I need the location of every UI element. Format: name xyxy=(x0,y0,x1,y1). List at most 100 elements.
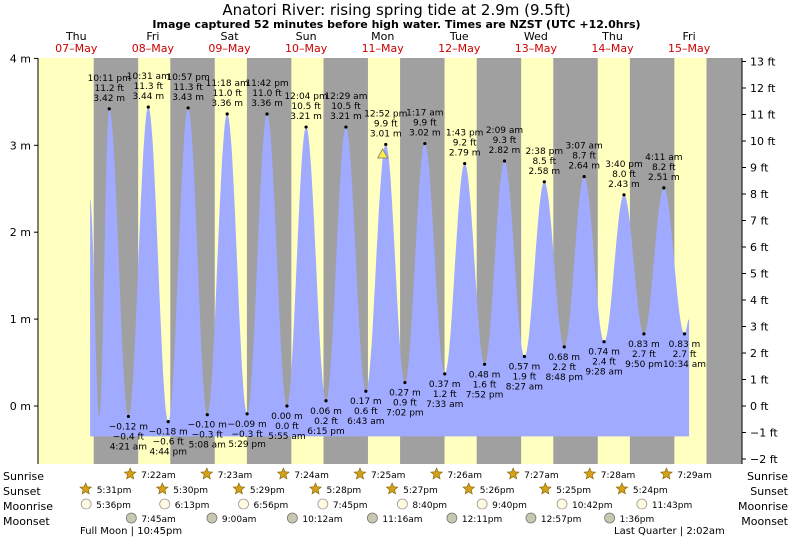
high-tide-ft: 8.5 ft xyxy=(532,157,556,167)
high-tide-time: 12:04 pm xyxy=(284,92,327,102)
tide-extreme-marker xyxy=(562,345,566,349)
moonrise-time: 6:56pm xyxy=(254,501,289,511)
moonset-icon xyxy=(366,512,378,524)
moonrise-time: 7:45pm xyxy=(333,501,368,511)
day-label-date: 08–May xyxy=(132,42,175,55)
high-tide-time: 11:18 am xyxy=(206,79,249,89)
sunset-time: 5:30pm xyxy=(173,486,208,496)
low-tide-m: 0.17 m xyxy=(350,397,382,407)
tide-extreme-marker xyxy=(324,399,328,403)
high-tide-m: 3.01 m xyxy=(370,129,402,139)
high-tide-m: 3.36 m xyxy=(251,99,283,109)
tide-extreme-marker xyxy=(285,404,289,408)
moonset-icon xyxy=(446,512,458,524)
day-label-dow: Wed xyxy=(524,30,548,43)
low-tide-ft: −0.3 ft xyxy=(231,430,263,440)
day-label-dow: Thu xyxy=(65,30,87,43)
high-tide-m: 3.42 m xyxy=(93,94,125,104)
tide-extreme-marker xyxy=(146,105,150,109)
tide-extreme-marker xyxy=(443,372,447,376)
high-tide-m: 3.21 m xyxy=(330,112,362,122)
page-subtitle: Image captured 52 minutes before high wa… xyxy=(152,18,641,31)
row-label-sunset-right: Sunset xyxy=(750,485,788,498)
high-tide-time: 10:31 am xyxy=(127,72,170,82)
low-tide-m: 0.83 m xyxy=(669,340,701,350)
low-tide-ft: 1.6 ft xyxy=(473,380,497,390)
low-tide-ft: 2.7 ft xyxy=(673,350,697,360)
low-tide-m: 0.00 m xyxy=(271,412,303,422)
high-tide-m: 2.43 m xyxy=(608,180,640,190)
row-label-sunrise-left: Sunrise xyxy=(3,470,45,483)
low-tide-ft: 0.2 ft xyxy=(314,417,338,427)
sunrise-time: 7:29am xyxy=(677,471,712,481)
low-tide-time: 8:48 pm xyxy=(545,373,583,383)
low-tide-m: 0.37 m xyxy=(429,380,461,390)
tide-extreme-marker xyxy=(344,125,348,129)
moonrise-time: 11:43pm xyxy=(652,501,692,511)
right-tick-label: 9 ft xyxy=(750,162,769,175)
page-title: Anatori River: rising spring tide at 2.9… xyxy=(222,1,571,19)
left-tick-label: 1 m xyxy=(10,313,31,326)
moonrise-icon xyxy=(238,498,249,510)
row-label-moonset-left: Moonset xyxy=(3,515,50,528)
sunrise-time: 7:25am xyxy=(371,471,406,481)
high-tide-time: 3:40 pm xyxy=(605,160,643,170)
high-tide-ft: 9.9 ft xyxy=(374,119,398,129)
left-tick-label: 3 m xyxy=(10,139,31,152)
moonrise-icon xyxy=(159,498,171,510)
tide-extreme-marker xyxy=(463,161,467,166)
day-label-date: 13–May xyxy=(515,42,558,55)
tide-extreme-marker xyxy=(265,112,269,116)
row-label-moonrise-right: Moonrise xyxy=(738,500,788,513)
low-tide-m: 0.06 m xyxy=(310,407,342,417)
right-tick-label: 8 ft xyxy=(750,188,769,201)
low-tide-time: 4:21 am xyxy=(110,442,147,452)
moonset-icon xyxy=(525,512,537,524)
day-label-dow: Sat xyxy=(220,30,239,43)
low-tide-time: 5:08 am xyxy=(189,441,226,451)
tide-extreme-marker xyxy=(682,332,687,336)
high-tide-time: 12:52 pm xyxy=(364,109,407,119)
low-tide-time: 7:33 am xyxy=(426,400,463,410)
high-tide-ft: 11.0 ft xyxy=(252,89,282,99)
day-label-date: 14–May xyxy=(591,42,634,55)
moonrise-icon xyxy=(636,498,648,510)
sun-icon xyxy=(155,482,169,495)
low-tide-ft: 0.9 ft xyxy=(393,399,417,409)
tide-extreme-marker xyxy=(186,106,190,110)
sun-icon xyxy=(430,467,444,480)
sun-icon xyxy=(123,467,137,480)
moonset-icon xyxy=(125,512,137,524)
sun-icon xyxy=(583,467,597,480)
high-tide-ft: 9.3 ft xyxy=(493,136,517,146)
sun-icon xyxy=(353,467,367,480)
sunrise-time: 7:26am xyxy=(448,471,483,481)
day-label-dow: Thu xyxy=(601,30,623,43)
sun-icon xyxy=(385,482,399,495)
sun-icon xyxy=(200,467,214,480)
high-tide-m: 3.21 m xyxy=(290,112,322,122)
tide-extreme-marker xyxy=(205,413,209,417)
sunset-time: 5:27pm xyxy=(403,486,438,496)
high-tide-m: 2.82 m xyxy=(489,146,521,156)
high-tide-time: 10:11 pm xyxy=(88,74,131,84)
tide-extreme-marker xyxy=(542,180,546,184)
high-tide-time: 2:38 pm xyxy=(526,147,564,157)
sunrise-time: 7:22am xyxy=(141,471,176,481)
day-label-date: 11–May xyxy=(362,42,405,55)
moonrise-icon xyxy=(80,498,92,510)
high-tide-ft: 8.7 ft xyxy=(572,152,596,162)
low-tide-ft: 2.2 ft xyxy=(552,363,576,373)
high-tide-m: 2.79 m xyxy=(449,149,481,159)
tide-extreme-marker xyxy=(364,389,368,393)
sun-icon xyxy=(538,482,552,495)
tide-extreme-marker xyxy=(107,107,111,111)
sunset-time: 5:24pm xyxy=(633,486,668,496)
high-tide-time: 1:43 pm xyxy=(446,129,484,139)
sunrise-time: 7:27am xyxy=(524,471,559,481)
high-tide-ft: 8.0 ft xyxy=(612,170,636,180)
tide-extreme-marker xyxy=(225,112,229,116)
low-tide-m: 0.74 m xyxy=(588,348,620,358)
